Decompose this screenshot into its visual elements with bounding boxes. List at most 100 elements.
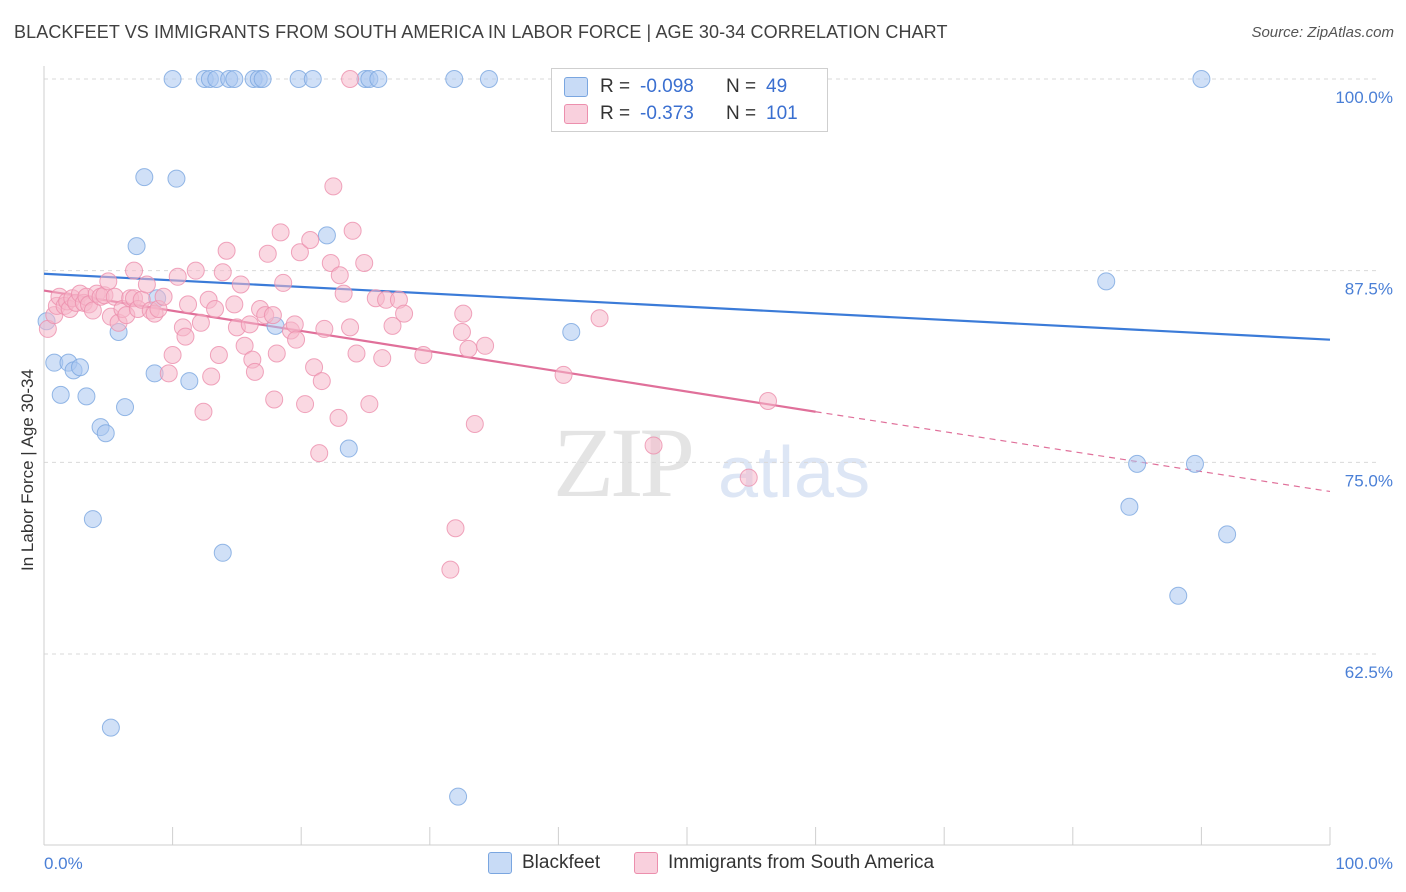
point-immigrants (202, 367, 221, 386)
point-immigrants (739, 468, 758, 487)
point-blackfeet (1218, 525, 1237, 544)
point-blackfeet (449, 787, 468, 806)
point-blackfeet (180, 372, 199, 391)
x-tick-label: 100.0% (1335, 854, 1393, 873)
point-blackfeet (83, 510, 102, 529)
point-blackfeet (213, 543, 232, 562)
point-blackfeet (253, 70, 272, 88)
point-immigrants (240, 315, 259, 334)
point-immigrants (312, 372, 331, 391)
legend-n-value: 101 (766, 103, 798, 124)
series-legend-blackfeet: Blackfeet (488, 852, 600, 874)
point-blackfeet (1169, 586, 1188, 605)
point-immigrants (341, 70, 360, 88)
point-immigrants (137, 275, 156, 294)
source-credit: Source: ZipAtlas.com (1251, 24, 1394, 41)
point-immigrants (231, 275, 250, 294)
correlation-legend: R = -0.098 N = 49 R = -0.373 N = 101 (551, 68, 828, 132)
point-immigrants (296, 395, 315, 414)
legend-n-value: 49 (766, 76, 788, 97)
point-immigrants (179, 295, 198, 314)
legend-n-label: N = (726, 103, 757, 124)
x-tick-labels: 0.0% 100.0% (44, 854, 1393, 873)
point-immigrants (334, 284, 353, 303)
point-immigrants (329, 408, 348, 427)
scatter-points (37, 70, 1237, 806)
legend-swatch-immigrants (564, 104, 588, 124)
point-immigrants (154, 287, 173, 306)
point-blackfeet (303, 70, 322, 88)
trend-line-immigrants-extension (815, 411, 1331, 493)
point-blackfeet (445, 70, 464, 88)
point-immigrants (347, 344, 366, 363)
point-immigrants (459, 339, 478, 358)
point-immigrants (759, 392, 778, 410)
point-immigrants (321, 254, 340, 272)
point-blackfeet (96, 424, 115, 443)
point-blackfeet (1192, 70, 1211, 88)
point-immigrants (267, 344, 286, 363)
point-blackfeet (116, 398, 135, 417)
point-immigrants (414, 346, 433, 364)
point-immigrants (209, 346, 228, 364)
point-blackfeet (1185, 454, 1204, 473)
point-immigrants (176, 327, 195, 346)
point-immigrants (454, 304, 473, 323)
series-legend: Blackfeet Immigrants from South America (0, 852, 1406, 878)
point-immigrants (225, 295, 244, 314)
point-blackfeet (479, 70, 498, 88)
grid-lines (44, 78, 1380, 655)
point-immigrants (274, 273, 293, 292)
point-immigrants (383, 316, 402, 335)
series-label-immigrants: Immigrants from South America (668, 852, 935, 873)
point-immigrants (99, 272, 118, 291)
point-immigrants (330, 266, 349, 285)
point-blackfeet (167, 169, 186, 188)
point-immigrants (265, 390, 284, 409)
point-immigrants (324, 177, 343, 196)
point-blackfeet (51, 385, 70, 404)
point-immigrants (310, 444, 329, 463)
legend-row-immigrants: R = -0.373 N = 101 (564, 102, 798, 126)
point-immigrants (287, 330, 306, 349)
point-blackfeet (1097, 272, 1116, 291)
point-immigrants (159, 364, 178, 383)
legend-r-label: R = (600, 103, 631, 124)
point-immigrants (343, 221, 362, 240)
point-blackfeet (101, 718, 120, 737)
point-blackfeet (127, 237, 146, 256)
point-immigrants (452, 323, 471, 341)
point-immigrants (271, 223, 290, 242)
point-immigrants (245, 362, 264, 381)
point-immigrants (305, 358, 324, 377)
point-immigrants (213, 263, 232, 282)
point-immigrants (168, 267, 187, 286)
point-immigrants (315, 319, 334, 338)
point-immigrants (373, 349, 392, 368)
point-blackfeet (163, 70, 182, 88)
series-swatch-blackfeet (488, 852, 512, 874)
x-tick-label: 0.0% (44, 854, 83, 873)
point-blackfeet (369, 70, 388, 88)
point-immigrants (206, 300, 225, 318)
y-tick-label: 87.5% (1345, 280, 1393, 299)
legend-swatch-blackfeet (564, 77, 588, 97)
point-immigrants (83, 301, 102, 320)
point-immigrants (125, 261, 144, 280)
legend-r-label: R = (600, 76, 631, 97)
point-immigrants (355, 254, 374, 272)
point-blackfeet (71, 358, 90, 377)
point-immigrants (465, 415, 484, 433)
chart-title: BLACKFEET VS IMMIGRANTS FROM SOUTH AMERI… (14, 22, 948, 42)
point-immigrants (301, 231, 320, 249)
point-immigrants (590, 309, 609, 328)
point-immigrants (554, 365, 573, 384)
series-label-blackfeet: Blackfeet (522, 852, 601, 873)
point-immigrants (341, 318, 360, 337)
trend-line-blackfeet (43, 272, 1331, 341)
point-immigrants (191, 313, 210, 332)
point-immigrants (235, 336, 254, 355)
legend-row-blackfeet: R = -0.098 N = 49 (564, 75, 787, 99)
legend-r-value: -0.373 (640, 103, 694, 124)
